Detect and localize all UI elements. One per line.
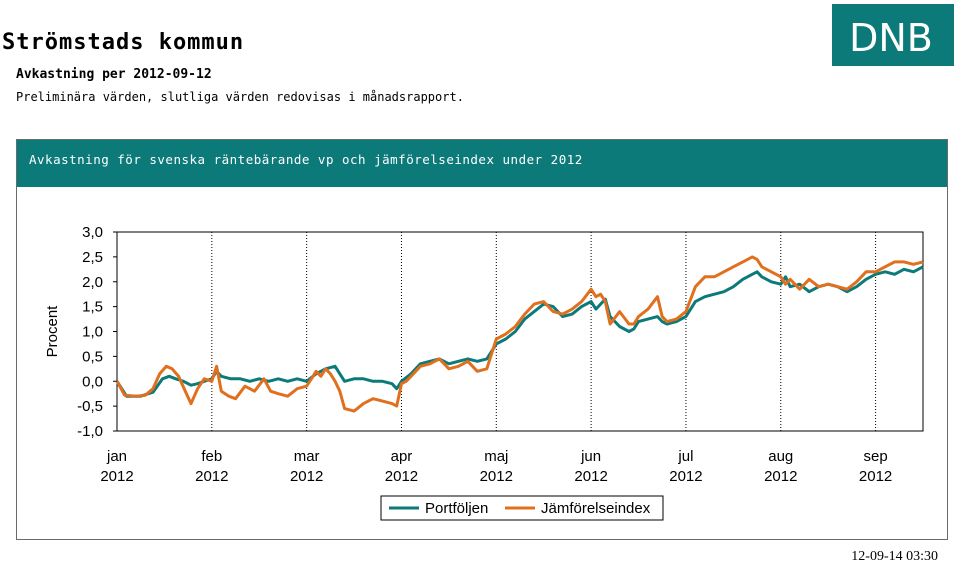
report-timestamp: 12-09-14 03:30 bbox=[851, 549, 938, 564]
x-tick-year: 2012 bbox=[100, 468, 133, 485]
dnb-logo-text: DNB bbox=[849, 16, 933, 59]
plot-area bbox=[116, 231, 924, 432]
chart-panel: Avkastning för svenska räntebärande vp o… bbox=[16, 139, 948, 540]
x-tick-month-sep: sep bbox=[863, 448, 887, 465]
y-tick-label: 2,5 bbox=[82, 249, 103, 266]
x-tick-month-jan: jan bbox=[106, 448, 127, 465]
y-tick-label: 0,5 bbox=[82, 348, 103, 365]
page-title: Strömstads kommun bbox=[2, 30, 245, 55]
x-tick-year: 2012 bbox=[574, 468, 607, 485]
dnb-logo-mark: DNB bbox=[849, 16, 933, 59]
x-tick-month-jul: jul bbox=[677, 448, 693, 465]
x-tick-year: 2012 bbox=[764, 468, 797, 485]
dnb-logo: DNB bbox=[832, 4, 954, 66]
x-tick-month-jun: jun bbox=[580, 448, 601, 465]
y-tick-label: 2,0 bbox=[82, 274, 103, 291]
x-tick-year: 2012 bbox=[290, 468, 323, 485]
x-tick-month-aug: aug bbox=[768, 448, 793, 465]
x-tick-month-apr: apr bbox=[391, 448, 413, 465]
series-lines bbox=[115, 255, 924, 413]
legend-label-portfolio: Portföljen bbox=[425, 500, 488, 517]
x-tick-year: 2012 bbox=[859, 468, 892, 485]
chart-legend: Portföljen Jämförelseindex bbox=[380, 495, 664, 521]
x-tick-year: 2012 bbox=[385, 468, 418, 485]
y-tick-label: 1,5 bbox=[82, 299, 103, 316]
x-tick-year: 2012 bbox=[480, 468, 513, 485]
series-line-benchmark bbox=[115, 255, 924, 413]
y-tick-label: 0,0 bbox=[82, 373, 103, 390]
legend-label-benchmark: Jämförelseindex bbox=[541, 500, 651, 517]
chart-panel-title: Avkastning för svenska räntebärande vp o… bbox=[29, 152, 583, 167]
series-line-portfolio bbox=[115, 265, 924, 398]
preliminary-note: Preliminära värden, slutliga värden redo… bbox=[16, 90, 464, 104]
y-tick-label: -0,5 bbox=[77, 398, 103, 415]
grid-lines bbox=[116, 232, 877, 431]
y-axis-ticks: 3,0 2,5 2,0 1,5 1,0 0,5 0,0 -0,5 -1,0 bbox=[77, 224, 117, 440]
x-tick-month-maj: maj bbox=[484, 448, 508, 465]
x-tick-month-feb: feb bbox=[201, 448, 222, 465]
x-tick-year: 2012 bbox=[669, 468, 702, 485]
x-tick-year: 2012 bbox=[195, 468, 228, 485]
chart-panel-header: Avkastning för svenska räntebärande vp o… bbox=[17, 140, 947, 187]
x-axis-ticks: jan 2012 feb 2012 mar 2012 apr 2012 maj 2012 jun 20… bbox=[100, 448, 892, 485]
x-tick-month-mar: mar bbox=[294, 448, 320, 465]
returns-line-chart: 3,0 2,5 2,0 1,5 1,0 0,5 0,0 -0,5 -1,0 jan 2012 feb… bbox=[44, 224, 924, 521]
y-tick-label: 1,0 bbox=[82, 324, 103, 341]
y-axis-label: Procent bbox=[44, 305, 61, 358]
y-tick-label: -1,0 bbox=[77, 423, 103, 440]
y-tick-label: 3,0 bbox=[82, 224, 103, 241]
report-subtitle: Avkastning per 2012-09-12 bbox=[16, 67, 212, 82]
